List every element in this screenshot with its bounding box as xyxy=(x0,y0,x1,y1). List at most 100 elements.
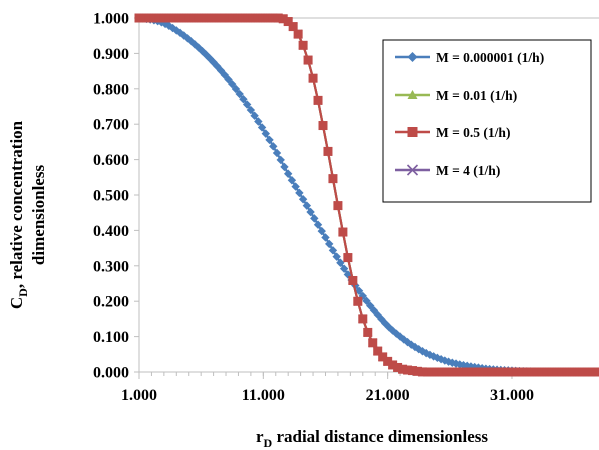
y-axis-title-line2: dimensionless xyxy=(29,165,48,266)
data-point xyxy=(205,54,215,63)
data-point xyxy=(291,182,300,191)
data-point xyxy=(250,111,259,120)
y-axis-title-main: C xyxy=(7,297,26,309)
x-axis-title-sub: D xyxy=(264,436,273,450)
data-point xyxy=(323,146,333,156)
data-point xyxy=(303,55,313,65)
data-point xyxy=(269,142,278,151)
data-point xyxy=(412,366,422,376)
data-point xyxy=(462,367,472,377)
data-point xyxy=(408,366,418,376)
data-point xyxy=(242,100,252,109)
data-point xyxy=(358,314,368,324)
data-point xyxy=(487,367,497,377)
data-point xyxy=(572,367,582,377)
data-point xyxy=(194,13,204,23)
y-axis-title-rest: , relative concentration xyxy=(7,120,26,288)
svg-text:CD, relative concentration: CD, relative concentration xyxy=(7,120,30,309)
y-tick-label: 0.500 xyxy=(93,188,129,205)
x-tick-label: 1.000 xyxy=(121,387,157,404)
data-point xyxy=(204,13,214,23)
series-layer xyxy=(134,13,599,377)
data-point xyxy=(557,367,567,377)
data-point xyxy=(257,123,267,132)
data-point xyxy=(238,13,248,23)
data-point xyxy=(273,13,283,23)
data-point xyxy=(403,365,413,375)
legend-marker xyxy=(407,52,418,62)
legend: M = 0.000001 (1/h) M = 0.01 (1/h) M = 0.5 … xyxy=(382,39,592,203)
y-tick-label: 0.000 xyxy=(93,365,129,382)
data-point xyxy=(447,367,457,377)
data-point xyxy=(427,367,437,377)
data-point xyxy=(452,367,462,377)
data-point xyxy=(183,34,192,43)
data-point xyxy=(362,296,371,306)
x-axis-title: rD radial distance dimensionless xyxy=(256,427,488,450)
data-point xyxy=(472,367,482,377)
data-point xyxy=(368,338,378,348)
data-point xyxy=(224,13,234,23)
data-point xyxy=(184,13,194,23)
data-point xyxy=(258,13,268,23)
data-point xyxy=(497,367,507,377)
data-point xyxy=(552,367,562,377)
data-point xyxy=(383,356,393,366)
legend-marker xyxy=(407,127,418,137)
data-point xyxy=(144,13,154,23)
data-point xyxy=(547,367,557,377)
data-point xyxy=(328,174,338,184)
data-point xyxy=(168,23,177,33)
data-point xyxy=(288,22,298,32)
data-point xyxy=(339,264,349,273)
data-point xyxy=(338,227,348,237)
legend-label: M = 0.000001 (1/h) xyxy=(436,50,544,65)
data-point xyxy=(261,129,271,138)
data-point xyxy=(265,135,274,145)
data-point xyxy=(295,188,304,198)
data-point xyxy=(263,13,273,23)
data-point xyxy=(293,29,303,39)
data-point xyxy=(333,201,343,211)
data-point xyxy=(332,252,341,261)
data-point xyxy=(239,95,248,104)
data-point xyxy=(343,253,353,263)
data-point xyxy=(442,367,452,377)
data-point xyxy=(228,13,238,23)
y-axis-title-sub: D xyxy=(16,288,30,297)
legend-entry-0: M = 0.000001 (1/h) xyxy=(395,50,544,65)
y-tick-label: 0.100 xyxy=(93,329,129,346)
data-point xyxy=(233,13,243,23)
x-tick-label: 31.000 xyxy=(490,387,534,404)
data-point xyxy=(220,70,229,80)
axis-layer: 0.000 0.100 0.200 0.300 0.400 0.500 0.600 0.700… xyxy=(93,11,599,404)
y-tick-label: 1.000 xyxy=(93,11,129,28)
data-point xyxy=(567,367,577,377)
data-point xyxy=(492,367,502,377)
data-point xyxy=(276,155,285,165)
y-tick-label: 0.800 xyxy=(93,81,129,98)
data-point xyxy=(209,13,219,23)
data-point xyxy=(199,13,209,23)
data-point xyxy=(348,275,358,285)
data-point xyxy=(298,195,308,204)
data-point xyxy=(422,367,432,377)
data-point xyxy=(224,75,233,84)
legend-label: M = 0.5 (1/h) xyxy=(436,125,510,140)
data-point xyxy=(219,13,229,23)
legend-marker xyxy=(406,164,419,176)
data-point xyxy=(283,17,293,27)
data-point xyxy=(298,40,308,50)
data-point xyxy=(154,13,164,23)
data-point xyxy=(398,364,408,374)
data-point xyxy=(417,367,427,377)
data-point xyxy=(592,367,599,377)
data-point xyxy=(321,233,330,242)
data-point xyxy=(388,360,398,370)
data-point xyxy=(287,176,297,185)
data-point xyxy=(542,367,552,377)
legend-label: M = 0.01 (1/h) xyxy=(436,88,517,103)
data-point xyxy=(201,50,211,59)
data-point xyxy=(231,84,241,94)
data-point xyxy=(283,169,293,178)
